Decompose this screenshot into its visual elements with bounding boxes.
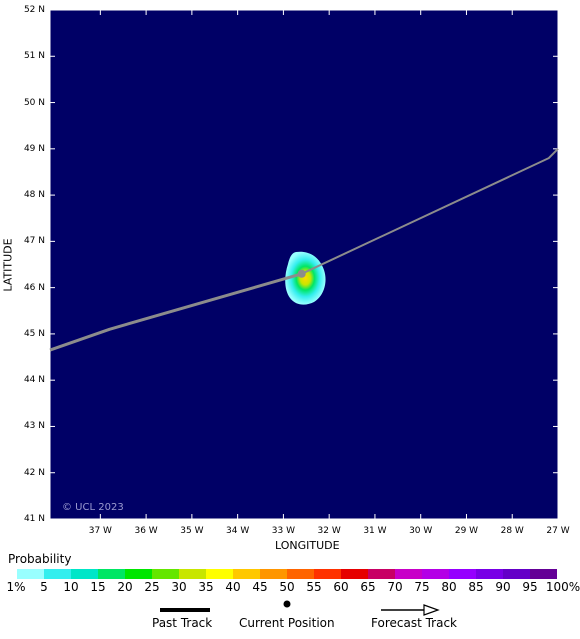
past-track-line <box>49 272 303 352</box>
color-swatch <box>98 569 125 579</box>
color-swatch <box>449 569 476 579</box>
probability-swath <box>285 251 326 305</box>
color-swatch <box>530 569 557 579</box>
probability-label: 70 <box>387 580 403 594</box>
lat-tick-label: 47 N <box>23 236 45 247</box>
probability-label: 5 <box>40 580 48 594</box>
color-swatch <box>368 569 395 579</box>
color-swatch <box>206 569 233 579</box>
axis-ticks <box>50 9 559 520</box>
x-axis-title: LONGITUDE <box>275 539 340 552</box>
color-swatch <box>260 569 287 579</box>
probability-label: 80 <box>441 580 457 594</box>
lat-tick-label: 48 N <box>23 190 45 201</box>
lon-tick-label: 35 W <box>180 526 204 536</box>
probability-label: 35 <box>198 580 214 594</box>
color-swatch <box>152 569 179 579</box>
y-axis-title: LATITUDE <box>1 238 15 292</box>
arrow-icon <box>423 604 440 616</box>
color-swatch <box>44 569 71 579</box>
color-swatch <box>422 569 449 579</box>
forecast-track-label: Forecast Track <box>371 616 457 630</box>
probability-label: 95 <box>522 580 538 594</box>
forecast-track-line <box>301 148 559 275</box>
lon-tick-label: 27 W <box>546 526 570 536</box>
current-position-label: Current Position <box>239 616 335 630</box>
probability-label: 40 <box>225 580 241 594</box>
probability-label: 90 <box>495 580 511 594</box>
color-swatch <box>179 569 206 579</box>
color-swatch <box>395 569 422 579</box>
legend-title: Probability <box>8 552 72 566</box>
lat-tick-label: 51 N <box>23 51 45 62</box>
lat-tick-label: 41 N <box>23 514 45 524</box>
probability-label: 100% <box>545 580 580 594</box>
lon-tick-label: 36 W <box>134 526 158 536</box>
color-swatch <box>341 569 368 579</box>
lon-tick-label: 30 W <box>409 526 433 536</box>
lat-tick-label: 43 N <box>23 421 45 432</box>
probability-label: 85 <box>468 580 484 594</box>
probability-label: 55 <box>306 580 322 594</box>
lon-tick-label: 37 W <box>88 526 112 536</box>
probability-label: 25 <box>144 580 160 594</box>
lat-tick-label: 49 N <box>23 143 45 154</box>
color-swatch <box>125 569 152 579</box>
probability-color-bar <box>17 569 557 579</box>
color-swatch <box>287 569 314 579</box>
probability-label: 45 <box>252 580 268 594</box>
probability-label: 1% <box>6 580 26 594</box>
current-position-marker <box>297 269 306 278</box>
lat-tick-label: 42 N <box>23 467 45 478</box>
color-swatch <box>476 569 503 579</box>
probability-label: 30 <box>171 580 187 594</box>
color-swatch <box>71 569 98 579</box>
lat-tick-label: 44 N <box>23 375 45 386</box>
probability-label: 10 <box>63 580 79 594</box>
lon-tick-label: 33 W <box>271 526 295 536</box>
probability-label: 60 <box>333 580 349 594</box>
lat-tick-label: 52 N <box>23 5 45 15</box>
lon-tick-label: 28 W <box>500 526 524 536</box>
probability-label: 20 <box>117 580 133 594</box>
lat-tick-label: 46 N <box>23 282 45 293</box>
probability-label: 75 <box>414 580 430 594</box>
color-swatch <box>314 569 341 579</box>
lon-tick-label: 34 W <box>226 526 250 536</box>
probability-label: 50 <box>279 580 295 594</box>
lon-tick-label: 31 W <box>363 526 387 536</box>
lat-tick-label: 45 N <box>23 328 45 339</box>
map-canvas <box>49 9 559 520</box>
lon-tick-label: 32 W <box>317 526 341 536</box>
lon-tick-label: 29 W <box>454 526 479 536</box>
map-credit: © UCL 2023 <box>62 502 124 513</box>
probability-label: 65 <box>360 580 376 594</box>
color-swatch <box>503 569 530 579</box>
legend-symbols <box>160 600 440 616</box>
past-track-label: Past Track <box>152 616 213 630</box>
lat-tick-label: 50 N <box>23 97 45 108</box>
color-swatch <box>17 569 44 579</box>
current-position-symbol <box>283 600 291 608</box>
color-swatch <box>233 569 260 579</box>
probability-label: 15 <box>90 580 106 594</box>
